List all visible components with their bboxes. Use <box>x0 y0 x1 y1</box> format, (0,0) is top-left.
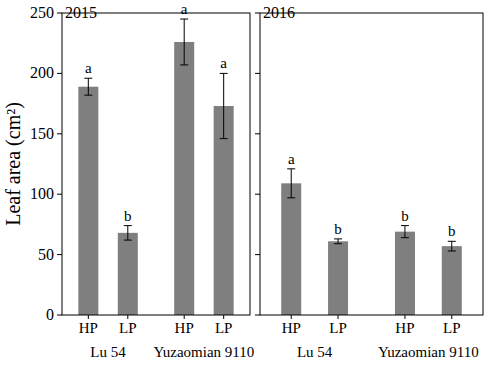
x-tick-label: HP <box>282 320 301 336</box>
x-tick <box>184 315 185 319</box>
bar <box>328 241 348 315</box>
bar <box>395 232 415 315</box>
significance-letter: a <box>220 55 227 71</box>
bar <box>78 87 98 315</box>
plot-area <box>78 19 233 315</box>
significance-letter: a <box>181 1 188 17</box>
significance-letter: a <box>288 151 295 167</box>
group-label: Lu 54 <box>297 344 333 360</box>
bar <box>118 233 138 315</box>
bar <box>442 246 462 315</box>
error-bar <box>124 226 132 240</box>
y-tick-label: 100 <box>30 185 54 202</box>
y-tick-label: 250 <box>30 4 54 21</box>
error-bar <box>84 78 92 95</box>
y-tick <box>57 73 62 74</box>
x-tick-label: LP <box>119 320 137 336</box>
x-tick <box>127 315 128 319</box>
bar <box>281 183 301 315</box>
x-tick <box>338 315 339 319</box>
y-tick <box>57 315 62 316</box>
y-tick <box>255 133 260 134</box>
y-tick <box>255 194 260 195</box>
x-tick <box>88 315 89 319</box>
error-bar <box>220 73 228 138</box>
significance-letter: b <box>334 221 342 237</box>
group-label: Yuzaomian 9110 <box>378 344 479 360</box>
y-axis-label: Leaf area (cm²) <box>2 102 25 226</box>
x-tick <box>404 315 405 319</box>
error-bar <box>401 226 409 238</box>
error-bar <box>448 241 456 251</box>
group-label: Lu 54 <box>90 344 126 360</box>
y-tick <box>255 315 260 316</box>
panel-title: 2015 <box>65 4 97 21</box>
y-tick <box>255 13 260 14</box>
y-tick <box>57 133 62 134</box>
y-tick <box>57 194 62 195</box>
plot-frame <box>62 13 250 315</box>
x-tick-label: LP <box>329 320 347 336</box>
chart: a b a a 0 50 100 150 200 250 HP LP HP LP Lu 54 Yuzaomia… <box>0 0 500 370</box>
x-tick-label: HP <box>175 320 194 336</box>
y-tick-label: 50 <box>38 246 54 263</box>
x-tick-label: LP <box>443 320 461 336</box>
error-bar <box>180 19 188 65</box>
y-tick-label: 150 <box>30 125 54 142</box>
x-tick <box>291 315 292 319</box>
significance-letter: b <box>401 208 409 224</box>
error-bar <box>334 239 342 244</box>
y-tick-label: 0 <box>46 306 54 323</box>
panel-title: 2016 <box>263 4 295 21</box>
significance-letter: a <box>85 60 92 76</box>
plot-frame <box>260 13 483 315</box>
y-tick <box>57 13 62 14</box>
x-tick-label: HP <box>79 320 98 336</box>
y-tick-label: 200 <box>30 64 54 81</box>
error-bar <box>287 169 295 198</box>
group-label: Yuzaomian 9110 <box>154 344 255 360</box>
y-tick <box>255 73 260 74</box>
significance-letter: b <box>124 208 132 224</box>
y-tick <box>255 254 260 255</box>
plot-area <box>281 169 462 315</box>
y-tick <box>57 254 62 255</box>
x-tick <box>223 315 224 319</box>
bar <box>174 42 194 315</box>
x-tick-label: HP <box>395 320 414 336</box>
x-tick <box>451 315 452 319</box>
significance-letter: b <box>448 223 456 239</box>
x-tick-label: LP <box>215 320 233 336</box>
